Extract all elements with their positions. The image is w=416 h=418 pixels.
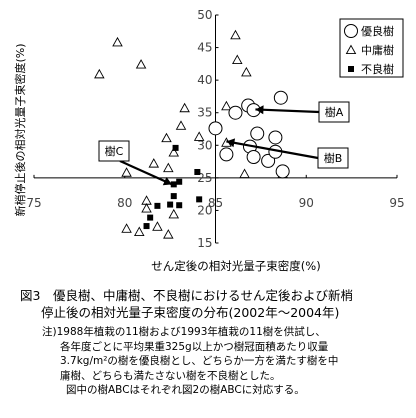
legend-marker bbox=[348, 66, 354, 72]
data-point bbox=[232, 54, 243, 64]
data-point bbox=[141, 195, 152, 205]
data-point bbox=[172, 144, 179, 151]
x-tick-labels: 75 80 85 90 95 bbox=[26, 196, 404, 210]
data-point bbox=[179, 102, 190, 113]
x-tick-label: 90 bbox=[299, 196, 314, 210]
legend-marker bbox=[345, 44, 357, 55]
figure-caption: 図3 優良樹、中庸樹、不良樹におけるせん定後および新梢 停止後の相対光量子束密度… bbox=[20, 287, 353, 321]
legend-label: 中庸樹 bbox=[361, 43, 394, 57]
data-point bbox=[112, 36, 123, 47]
x-tick-label: 80 bbox=[117, 196, 132, 210]
data-point bbox=[246, 150, 261, 165]
caption-line-2: 停止後の相対光量子束密度の分布(2002年～2004年) bbox=[41, 305, 340, 320]
data-point bbox=[196, 196, 203, 203]
x-tick-label: 85 bbox=[208, 196, 223, 210]
data-point bbox=[161, 132, 172, 143]
data-point bbox=[219, 147, 234, 162]
x-tick-label: 75 bbox=[26, 196, 41, 210]
data-point bbox=[167, 201, 174, 208]
data-point bbox=[94, 68, 105, 79]
caption-line-1: 図3 優良樹、中庸樹、不良樹におけるせん定後および新梢 bbox=[20, 288, 353, 303]
annotations: 樹A 樹B 樹C bbox=[98, 101, 350, 186]
annotation-arrowhead bbox=[162, 176, 172, 186]
data-point bbox=[163, 229, 174, 239]
data-point bbox=[208, 121, 223, 136]
data-point bbox=[241, 66, 252, 77]
annotation-arrowhead bbox=[226, 138, 236, 148]
annotation-label: 樹A bbox=[325, 106, 344, 119]
data-point bbox=[261, 153, 276, 168]
data-point bbox=[141, 203, 152, 213]
data-point bbox=[250, 126, 265, 141]
y-tick-label: 15 bbox=[197, 236, 212, 250]
y-tick-label: 20 bbox=[197, 203, 212, 217]
annotation-label: 樹C bbox=[105, 145, 124, 158]
caption-notes: 注)1988年植栽の11樹および1993年植栽の11樹を供試し、 各年度ごとに平… bbox=[42, 325, 338, 398]
data-point bbox=[194, 168, 201, 175]
data-point bbox=[135, 59, 147, 69]
data-point bbox=[273, 90, 288, 105]
annotation-box bbox=[318, 101, 350, 123]
y-tick-label: 50 bbox=[197, 8, 212, 22]
annotation-arrow bbox=[119, 159, 173, 186]
y-tick-label: 40 bbox=[197, 73, 212, 87]
x-tick-label: 95 bbox=[389, 196, 404, 210]
data-point bbox=[176, 178, 183, 185]
data-point bbox=[275, 164, 290, 179]
y-tick-label: 35 bbox=[197, 106, 212, 120]
annotation-label: 樹B bbox=[324, 152, 343, 165]
data-point bbox=[134, 226, 145, 236]
data-point bbox=[170, 181, 177, 188]
data-point bbox=[168, 147, 180, 157]
note-line: 各年度ごとに平均果重325g以上かつ樹冠面積あたり収量 bbox=[60, 340, 329, 353]
legend-label: 不良樹 bbox=[361, 62, 394, 76]
data-point bbox=[147, 214, 154, 221]
x-axis-label: せん定後の相対光量子束密度(%) bbox=[151, 259, 320, 273]
data-point bbox=[193, 131, 205, 141]
y-axis-label: 新梢停止後の相対光量子束密度(%) bbox=[13, 43, 27, 216]
y-tick-label: 45 bbox=[197, 41, 212, 55]
chart-axes bbox=[33, 14, 398, 244]
data-point bbox=[163, 162, 174, 173]
note-line: 3.7kg/m²の樹を優良樹とし、どちらか一方を満たす樹を中 bbox=[60, 355, 339, 367]
legend-marker bbox=[344, 24, 358, 38]
data-point bbox=[154, 202, 161, 209]
data-point bbox=[170, 193, 177, 200]
legend-label: 優良樹 bbox=[361, 24, 394, 38]
note-line: 注)1988年植栽の11樹および1993年植栽の11樹を供試し、 bbox=[42, 326, 326, 338]
data-point bbox=[121, 223, 132, 233]
data-point bbox=[176, 202, 183, 209]
note-line: 図中の樹ABCはそれぞれ図2の樹ABCに対応する。 bbox=[66, 384, 305, 396]
y-tick-label: 25 bbox=[197, 171, 212, 185]
scatter-chart: 75 80 85 90 95 15 20 25 30 35 40 45 50 樹A 樹B 樹C 優良樹中庸… bbox=[13, 8, 405, 273]
data-points bbox=[94, 29, 290, 239]
y-tick-labels: 15 20 25 30 35 40 45 50 bbox=[197, 8, 212, 250]
annotation-arrow bbox=[226, 140, 319, 160]
data-point bbox=[152, 221, 163, 231]
annotation-arrow bbox=[255, 108, 320, 114]
data-point bbox=[239, 168, 250, 178]
data-point bbox=[175, 120, 187, 130]
data-point bbox=[221, 100, 232, 111]
note-line: 庸樹、どちらも満たさない樹を不良樹とした。 bbox=[60, 369, 281, 382]
data-point bbox=[268, 130, 283, 145]
data-point bbox=[168, 208, 180, 219]
y-tick-label: 30 bbox=[197, 138, 212, 152]
data-point bbox=[148, 158, 160, 168]
annotation-box bbox=[98, 140, 130, 162]
annotation-arrowhead bbox=[255, 105, 264, 115]
data-point bbox=[143, 223, 150, 230]
annotation-box bbox=[317, 147, 349, 169]
data-point bbox=[121, 167, 132, 177]
data-point bbox=[228, 105, 243, 120]
data-point bbox=[230, 29, 241, 40]
